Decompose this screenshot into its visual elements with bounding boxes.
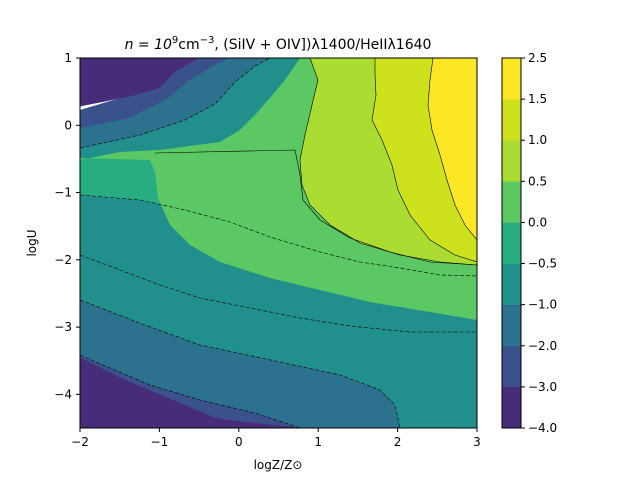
contour-line-6 (299, 58, 477, 266)
contour-band-5 (155, 150, 477, 295)
contour-region-lowest-1 (80, 357, 303, 428)
colorbar-cell-8 (502, 58, 521, 100)
y-tick-label-1: 0 (64, 118, 72, 132)
title-prefix: n = 10 (125, 37, 172, 53)
y-tick-label-4: −3 (54, 320, 72, 334)
colorbar-tick-label-3: −1.0 (528, 298, 557, 312)
colorbar-cell-4 (502, 222, 521, 264)
contour-line-7 (371, 58, 477, 263)
colorbar-cell-1 (502, 345, 521, 388)
x-tick-label-4: 2 (394, 435, 402, 449)
contour-line-4 (80, 354, 301, 428)
title-suffix: , (SiIV + OIV])λ1400/HeIIλ1640 (214, 37, 431, 53)
contour-line-5 (154, 149, 477, 266)
contour-bands (80, 58, 477, 428)
title-prefix-superscript: 9 (172, 35, 178, 46)
contour-line-1 (80, 194, 477, 277)
title-unit-superscript: −3 (200, 35, 215, 46)
contour-lines (80, 58, 477, 428)
y-tick-label-5: −4 (54, 387, 72, 401)
y-axis-label: logU (25, 229, 39, 256)
colorbar-tick-label-1: −3.0 (528, 380, 557, 394)
colorbar-cell-2 (502, 304, 521, 347)
colorbar-tick-label-0: −4.0 (528, 421, 557, 435)
contour-line-2 (80, 254, 477, 333)
plot-frame (79, 57, 478, 429)
colorbar-tick-label-6: 0.5 (528, 174, 547, 188)
contour-line-8 (427, 58, 477, 241)
colorbar-cell-6 (502, 140, 521, 182)
x-tick-label-3: 1 (314, 435, 322, 449)
colorbar-tick-label-4: −0.5 (528, 257, 557, 271)
colorbar-cell-5 (502, 181, 521, 223)
x-tick-label-5: 3 (473, 435, 481, 449)
x-tick-label-0: −2 (71, 435, 89, 449)
contour-line-0 (80, 58, 271, 149)
colorbar-tick-label-2: −2.0 (528, 339, 557, 353)
contour-line-3 (80, 299, 401, 428)
colorbar-tick-label-8: 1.5 (528, 92, 547, 106)
y-tick-label-2: −1 (54, 186, 72, 200)
colorbar-cell-3 (502, 263, 521, 305)
colorbar-tick-label-9: 2.5 (528, 51, 547, 65)
contour-region-lowest-0 (80, 58, 200, 107)
contour-band-8 (428, 58, 477, 240)
colorbar: −4.0 −3.0 −2.0 −1.0 −0.5 0.0 0.5 1.0 1.5 2.5 (501, 51, 557, 435)
chart-title: n = 109cm−3, (SiIV + OIV])λ1400/HeIIλ164… (125, 35, 432, 53)
y-tick-label-3: −2 (54, 253, 72, 267)
colorbar-tick-label-7: 1.0 (528, 133, 547, 147)
y-tick-label-0: 1 (64, 51, 72, 65)
colorbar-frame (501, 57, 522, 429)
title-unit: cm (178, 37, 199, 53)
x-axis-label: logZ/Z⊙ (254, 458, 303, 472)
colorbar-cell-0 (502, 386, 521, 429)
x-axis: −2 −1 0 1 2 3 (71, 428, 481, 449)
x-tick-label-1: −1 (151, 435, 169, 449)
colorbar-cell-7 (502, 99, 521, 141)
colorbar-tick-label-5: 0.0 (528, 215, 547, 229)
x-tick-label-2: 0 (235, 435, 243, 449)
y-axis: 1 0 −1 −2 −3 −4 (54, 51, 80, 401)
plot-area (80, 58, 477, 428)
